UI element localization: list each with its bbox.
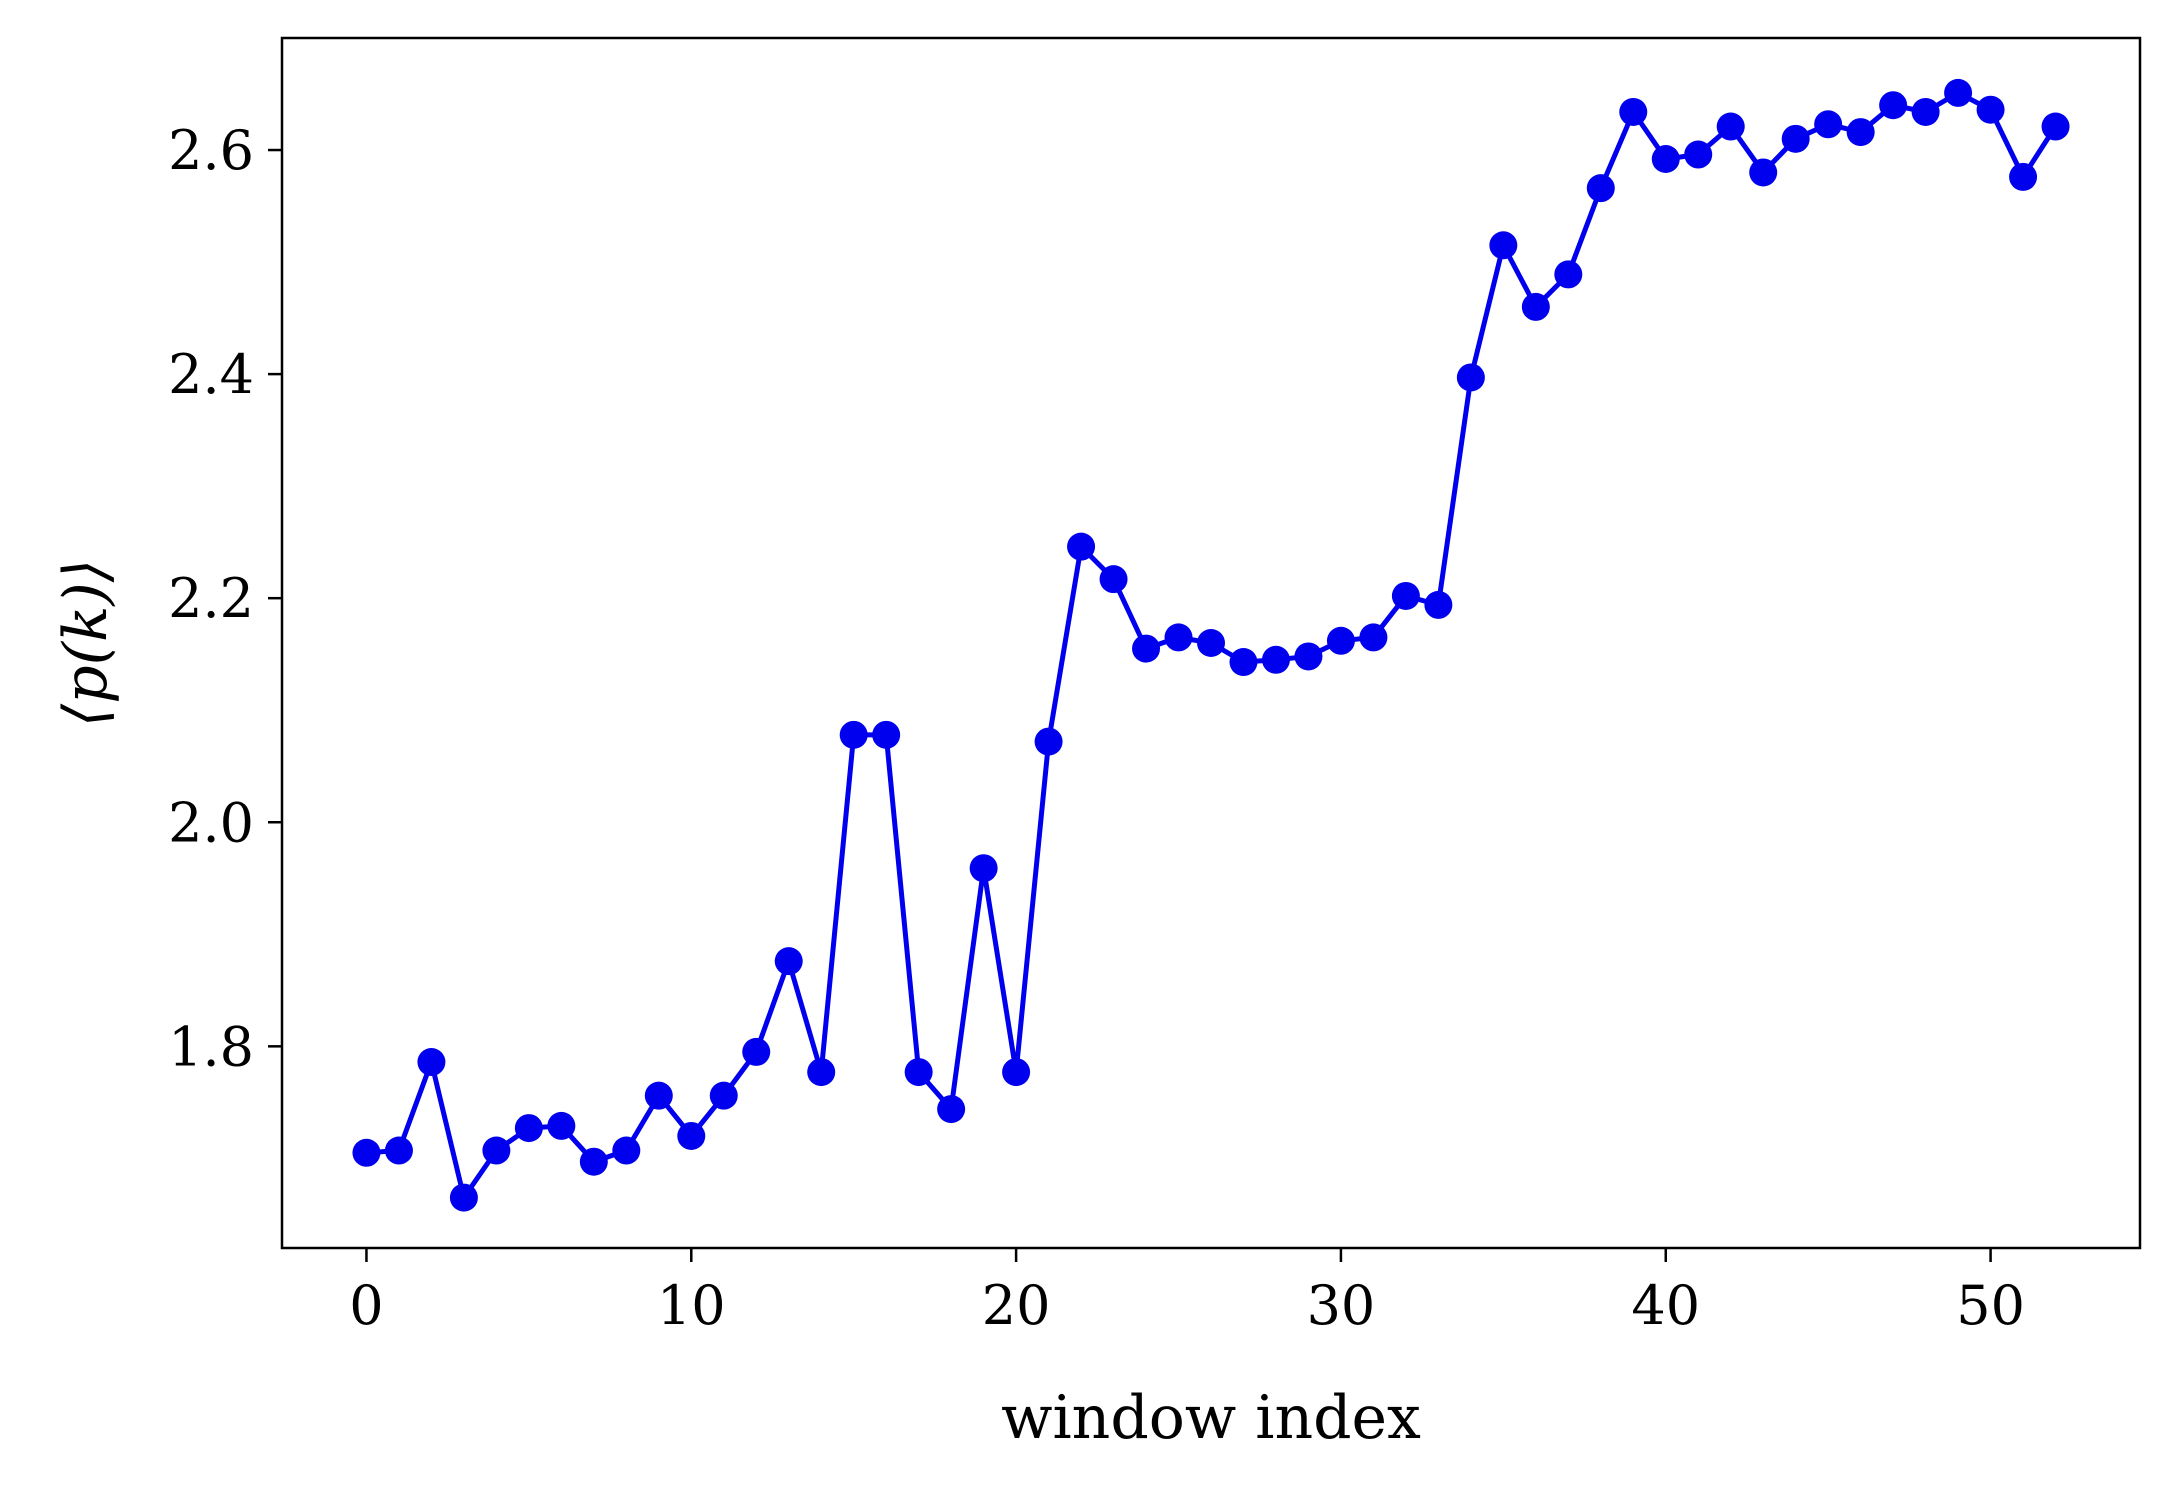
x-tick-label: 40 xyxy=(1631,1274,1700,1337)
data-point xyxy=(1521,292,1550,321)
x-tick-label: 50 xyxy=(1956,1274,2025,1337)
data-point xyxy=(969,854,998,883)
data-point xyxy=(1976,95,2005,124)
data-point xyxy=(677,1121,706,1150)
data-point xyxy=(1586,174,1615,203)
data-point xyxy=(1197,629,1225,657)
data-point xyxy=(1067,532,1096,561)
data-point xyxy=(1164,623,1193,652)
data-point xyxy=(1099,565,1128,594)
data-point xyxy=(937,1095,966,1124)
data-point xyxy=(1911,97,1940,126)
data-point xyxy=(1554,260,1583,289)
data-point xyxy=(904,1058,933,1087)
data-point xyxy=(774,947,803,976)
y-tick-label: 2.0 xyxy=(168,791,254,854)
y-tick-label: 2.2 xyxy=(168,567,254,630)
data-point xyxy=(1489,231,1518,260)
data-point xyxy=(839,720,868,749)
data-point xyxy=(1944,78,1973,107)
data-point xyxy=(449,1183,478,1212)
data-point xyxy=(1424,590,1453,619)
data-point xyxy=(1684,140,1713,169)
data-point xyxy=(1814,110,1843,139)
x-tick-label: 20 xyxy=(982,1274,1051,1337)
data-point xyxy=(547,1111,576,1140)
y-tick-label: 2.6 xyxy=(168,119,254,182)
plot-area xyxy=(352,78,2070,1212)
x-tick-label: 10 xyxy=(657,1274,726,1337)
data-point xyxy=(1294,642,1323,671)
data-point xyxy=(1651,145,1680,173)
x-tick-label: 30 xyxy=(1307,1274,1376,1337)
data-point xyxy=(1391,581,1420,610)
data-point xyxy=(1002,1058,1031,1087)
data-point xyxy=(579,1147,608,1176)
data-point xyxy=(384,1136,413,1165)
data-point xyxy=(1749,158,1778,187)
x-tick-label: 0 xyxy=(349,1274,383,1337)
x-axis-label: window index xyxy=(1001,1383,1421,1453)
data-point xyxy=(2041,112,2070,141)
y-tick-label: 2.4 xyxy=(168,343,254,406)
data-point xyxy=(417,1048,446,1077)
data-point xyxy=(1716,112,1745,141)
data-point xyxy=(1781,124,1810,153)
data-point xyxy=(1619,97,1648,126)
data-point xyxy=(482,1136,511,1165)
data-point xyxy=(1879,91,1908,120)
axis-ticks: 0 10 20 30 40 50 1.8 2.0 2.2 2.4 2.6 xyxy=(168,119,2025,1337)
plot-frame xyxy=(280,36,2142,1250)
data-point xyxy=(514,1114,543,1143)
y-axis-label: ⟨p(k)⟩ xyxy=(51,559,121,727)
data-point xyxy=(709,1081,738,1110)
data-point xyxy=(1456,363,1485,392)
data-point xyxy=(1034,727,1063,756)
data-point xyxy=(742,1037,771,1066)
data-point xyxy=(1132,634,1161,663)
data-point xyxy=(1326,626,1355,655)
data-point xyxy=(1359,623,1388,652)
data-point xyxy=(1229,648,1258,677)
data-point xyxy=(352,1138,381,1167)
data-point xyxy=(612,1136,641,1165)
data-point xyxy=(1846,118,1875,147)
data-point xyxy=(2009,162,2038,191)
data-point xyxy=(807,1058,836,1087)
data-point xyxy=(1261,645,1290,674)
y-tick-label: 1.8 xyxy=(168,1015,254,1078)
data-point xyxy=(644,1081,673,1110)
data-point xyxy=(872,720,901,749)
